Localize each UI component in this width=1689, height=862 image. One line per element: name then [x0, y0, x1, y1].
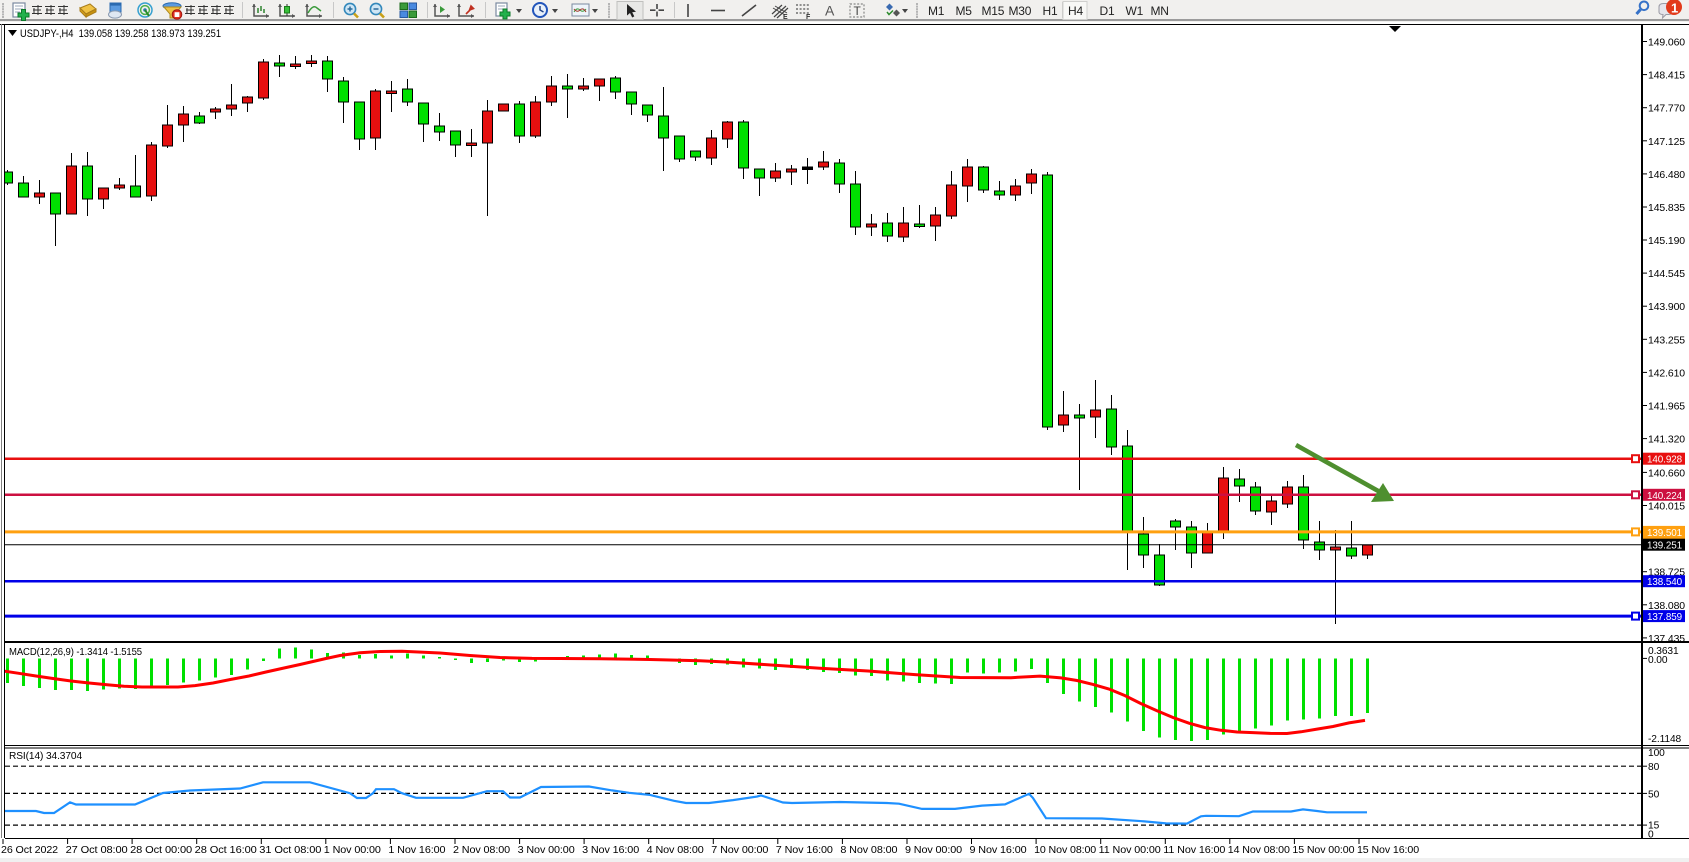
svg-text:4 Nov 08:00: 4 Nov 08:00	[647, 845, 704, 856]
svg-text:140.224: 140.224	[1647, 491, 1682, 502]
svg-text:145.190: 145.190	[1648, 236, 1685, 247]
svg-text:138.540: 138.540	[1647, 577, 1682, 588]
svg-text:1 Nov 00:00: 1 Nov 00:00	[324, 845, 381, 856]
svg-text:9 Nov 16:00: 9 Nov 16:00	[970, 845, 1027, 856]
svg-text:28 Oct 00:00: 28 Oct 00:00	[130, 845, 192, 856]
svg-text:0: 0	[1648, 830, 1654, 841]
svg-text:31 Oct 08:00: 31 Oct 08:00	[259, 845, 321, 856]
svg-text:MACD(12,26,9) -1.3414 -1.5155: MACD(12,26,9) -1.3414 -1.5155	[9, 647, 142, 658]
svg-text:A: A	[825, 3, 835, 19]
svg-text:D1: D1	[1100, 4, 1115, 18]
svg-text:50: 50	[1648, 790, 1660, 801]
svg-text:15 Nov 16:00: 15 Nov 16:00	[1357, 845, 1419, 856]
svg-text:H4: H4	[1068, 4, 1083, 18]
svg-text:137.859: 137.859	[1647, 612, 1682, 623]
svg-text:-2.1148: -2.1148	[1648, 734, 1682, 745]
svg-text:28 Oct 16:00: 28 Oct 16:00	[195, 845, 257, 856]
svg-text:147.770: 147.770	[1648, 104, 1685, 115]
svg-text:W1: W1	[1126, 4, 1144, 18]
svg-text:143.900: 143.900	[1648, 302, 1685, 313]
svg-text:M30: M30	[1009, 4, 1032, 18]
svg-text:139.251: 139.251	[1647, 541, 1682, 552]
svg-text:137.435: 137.435	[1648, 634, 1685, 645]
svg-text:27 Oct 08:00: 27 Oct 08:00	[66, 845, 128, 856]
svg-text:14 Nov 08:00: 14 Nov 08:00	[1228, 845, 1290, 856]
svg-text:142.610: 142.610	[1648, 368, 1685, 379]
svg-text:144.545: 144.545	[1648, 269, 1685, 280]
svg-text:9 Nov 00:00: 9 Nov 00:00	[905, 845, 962, 856]
svg-text:RSI(14) 34.3704: RSI(14) 34.3704	[9, 751, 82, 762]
svg-text:MN: MN	[1151, 4, 1169, 18]
svg-text:140.928: 140.928	[1647, 455, 1682, 466]
svg-text:E: E	[783, 14, 788, 21]
svg-text:2 Nov 08:00: 2 Nov 08:00	[453, 845, 510, 856]
svg-text:138.725: 138.725	[1648, 568, 1685, 579]
svg-text:26 Oct 2022: 26 Oct 2022	[1, 845, 58, 856]
svg-text:149.060: 149.060	[1648, 38, 1685, 49]
svg-text:F: F	[806, 14, 811, 21]
svg-text:8 Nov 08:00: 8 Nov 08:00	[840, 845, 897, 856]
svg-text:146.480: 146.480	[1648, 170, 1685, 181]
svg-text:7 Nov 00:00: 7 Nov 00:00	[711, 845, 768, 856]
svg-text:138.080: 138.080	[1648, 601, 1685, 612]
svg-text:0.3631: 0.3631	[1648, 646, 1679, 657]
svg-text:M1: M1	[928, 4, 945, 18]
svg-text:1: 1	[1671, 1, 1678, 16]
svg-text:148.415: 148.415	[1648, 71, 1685, 82]
svg-text:H1: H1	[1043, 4, 1058, 18]
svg-text:140.660: 140.660	[1648, 468, 1685, 479]
svg-text:143.255: 143.255	[1648, 335, 1685, 346]
svg-text:139.501: 139.501	[1647, 528, 1682, 539]
svg-text:T: T	[854, 4, 862, 18]
svg-text:0.00: 0.00	[1648, 655, 1668, 666]
svg-text:1 Nov 16:00: 1 Nov 16:00	[388, 845, 445, 856]
svg-text:140.015: 140.015	[1648, 502, 1685, 513]
svg-text:100: 100	[1648, 748, 1665, 759]
svg-text:11 Nov 00:00: 11 Nov 00:00	[1099, 845, 1161, 856]
svg-text:3 Nov 16:00: 3 Nov 16:00	[582, 845, 639, 856]
svg-text:141.320: 141.320	[1648, 435, 1685, 446]
svg-text:141.965: 141.965	[1648, 402, 1685, 413]
svg-text:15: 15	[1648, 821, 1660, 832]
svg-text:147.125: 147.125	[1648, 137, 1685, 148]
svg-text:3 Nov 00:00: 3 Nov 00:00	[518, 845, 575, 856]
svg-text:M15: M15	[982, 4, 1005, 18]
svg-text:15 Nov 00:00: 15 Nov 00:00	[1292, 845, 1354, 856]
svg-text:80: 80	[1648, 762, 1660, 773]
svg-text:145.835: 145.835	[1648, 203, 1685, 214]
svg-text:10 Nov 08:00: 10 Nov 08:00	[1034, 845, 1096, 856]
svg-text:USDJPY-,H4 139.058 139.258 13: USDJPY-,H4 139.058 139.258 138.973 139.2…	[20, 28, 221, 40]
svg-text:M5: M5	[956, 4, 973, 18]
svg-text:7 Nov 16:00: 7 Nov 16:00	[776, 845, 833, 856]
svg-text:11 Nov 16:00: 11 Nov 16:00	[1163, 845, 1225, 856]
